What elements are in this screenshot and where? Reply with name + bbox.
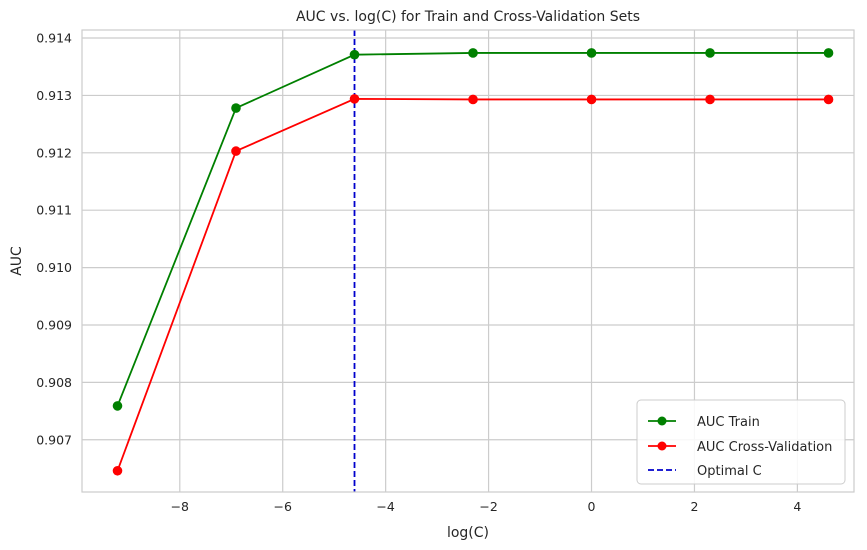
y-tick-label: 0.912 xyxy=(36,145,72,160)
data-point xyxy=(231,103,241,113)
legend: AUC Train AUC Cross-Validation Optimal C xyxy=(636,399,846,485)
data-point xyxy=(705,48,715,58)
y-tick-label: 0.913 xyxy=(36,88,72,103)
x-tick-label: −6 xyxy=(274,499,292,514)
x-tick-label: 2 xyxy=(690,499,698,514)
legend-marker-cv xyxy=(657,441,667,451)
legend-box xyxy=(636,399,846,485)
legend-marker-train xyxy=(657,416,667,426)
y-tick-labels: 0.907 0.908 0.909 0.910 0.911 0.912 0.913 0.914 xyxy=(36,31,72,448)
x-tick-label: −2 xyxy=(479,499,497,514)
series-train xyxy=(112,48,834,411)
y-tick-label: 0.909 xyxy=(36,317,72,332)
legend-label-optimal-c: Optimal C xyxy=(697,464,762,479)
x-tick-label: 0 xyxy=(588,499,596,514)
data-point xyxy=(349,49,360,60)
plot-frame xyxy=(81,29,855,493)
data-point xyxy=(112,401,123,411)
y-tick-label: 0.907 xyxy=(36,432,72,447)
x-tick-labels: −8 −6 −4 −2 0 2 4 xyxy=(171,499,802,514)
data-point xyxy=(586,94,597,105)
x-axis-label: log(C) xyxy=(447,525,489,541)
x-tick-label: 4 xyxy=(793,499,801,514)
series-cv xyxy=(112,94,834,476)
data-point xyxy=(112,465,123,476)
y-tick-label: 0.911 xyxy=(36,203,72,218)
data-point xyxy=(823,48,834,58)
data-point xyxy=(705,94,715,105)
data-point xyxy=(231,146,241,156)
y-tick-label: 0.908 xyxy=(36,375,72,390)
x-tick-label: −4 xyxy=(376,499,394,514)
series-layer xyxy=(112,48,834,476)
data-point xyxy=(823,94,834,105)
y-tick-label: 0.910 xyxy=(36,260,72,275)
x-tick-label: −8 xyxy=(171,499,189,514)
data-point xyxy=(349,94,360,104)
legend-label-train: AUC Train xyxy=(697,415,760,430)
grid-layer xyxy=(82,30,854,492)
chart-title: AUC vs. log(C) for Train and Cross-Valid… xyxy=(296,9,640,25)
y-axis-label: AUC xyxy=(9,246,25,276)
data-point xyxy=(468,48,478,58)
data-point xyxy=(468,94,478,105)
data-point xyxy=(586,48,597,58)
legend-label-cv: AUC Cross-Validation xyxy=(697,440,832,455)
y-tick-label: 0.914 xyxy=(36,31,72,46)
